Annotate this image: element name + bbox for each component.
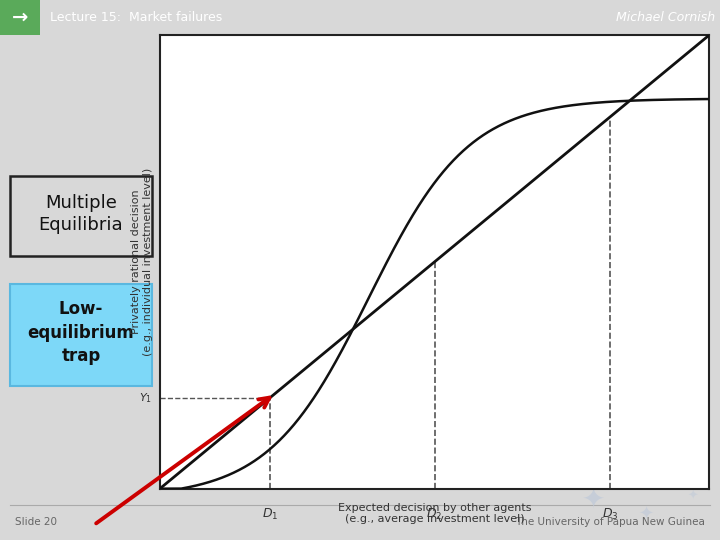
Text: Lecture 15:  Market failures: Lecture 15: Market failures — [50, 11, 222, 24]
FancyBboxPatch shape — [10, 284, 152, 386]
Text: ✦: ✦ — [582, 485, 605, 514]
Text: $D_3$: $D_3$ — [602, 507, 618, 522]
Text: Low-
equilibrium
trap: Low- equilibrium trap — [27, 300, 135, 365]
Text: →: → — [12, 8, 28, 27]
X-axis label: Expected decision by other agents
(e.g., average investment level): Expected decision by other agents (e.g.,… — [338, 503, 531, 524]
Text: $Y_1$: $Y_1$ — [138, 391, 152, 405]
Text: ✦: ✦ — [639, 505, 654, 523]
Text: The University of Papua New Guinea: The University of Papua New Guinea — [515, 517, 705, 527]
FancyBboxPatch shape — [0, 0, 40, 35]
Text: Slide 20: Slide 20 — [15, 517, 57, 527]
FancyBboxPatch shape — [10, 176, 152, 256]
Text: Michael Cornish: Michael Cornish — [616, 11, 715, 24]
Y-axis label: Privately rational decision
(e.g., individual investment level): Privately rational decision (e.g., indiv… — [131, 168, 153, 356]
Text: $D_2$: $D_2$ — [426, 507, 443, 522]
Text: ✦: ✦ — [687, 489, 698, 502]
Text: Multiple
Equilibria: Multiple Equilibria — [39, 194, 123, 234]
Text: $D_1$: $D_1$ — [261, 507, 278, 522]
